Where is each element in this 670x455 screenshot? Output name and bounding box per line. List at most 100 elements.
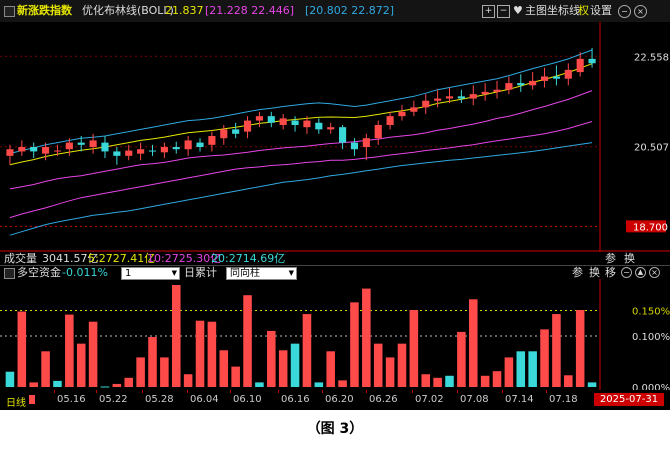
candle-down bbox=[30, 147, 38, 152]
long-short-checkbox[interactable] bbox=[4, 268, 15, 279]
volume-ma20: 20:2714.69亿 bbox=[211, 252, 286, 265]
date-tick-mark bbox=[457, 390, 458, 393]
date-tick-mark bbox=[96, 390, 97, 393]
date-tick-label: 05.28 bbox=[145, 394, 174, 405]
candle-down bbox=[339, 127, 347, 143]
long-short-bar bbox=[41, 351, 50, 387]
panel-minimize-icon[interactable]: − bbox=[618, 5, 631, 18]
main-panel-header: 新涨跌指数 优化布林线(BOLL) 21.837 [21.228 22.446]… bbox=[0, 0, 670, 22]
date-tick-mark bbox=[412, 390, 413, 393]
price-chart[interactable]: 22.558 20.507 18.700 bbox=[0, 22, 670, 252]
candle-up bbox=[160, 147, 168, 153]
boll-lower-line bbox=[9, 121, 593, 219]
candle-down bbox=[148, 150, 157, 152]
long-short-bar bbox=[290, 343, 300, 387]
sub-panel-close-icon[interactable]: × bbox=[649, 267, 660, 278]
candle-up bbox=[243, 120, 252, 132]
long-short-value: -0.011% bbox=[62, 266, 108, 279]
chevron-down-icon: ▼ bbox=[288, 269, 294, 277]
long-short-bar bbox=[171, 285, 181, 387]
long-short-bar bbox=[385, 357, 395, 387]
figure-caption: （图 3） bbox=[306, 421, 364, 437]
long-short-bar bbox=[528, 351, 537, 387]
chevron-down-icon: ▼ bbox=[171, 269, 177, 277]
candle-up bbox=[564, 69, 572, 79]
long-short-bar bbox=[195, 320, 205, 387]
axis-lines-button[interactable]: 坐标线 bbox=[547, 4, 580, 17]
long-short-bar bbox=[124, 377, 134, 387]
candle-down bbox=[101, 142, 109, 152]
zoom-out-icon[interactable]: − bbox=[497, 5, 510, 18]
date-axis: 日线 2025-07-31 05.16 05.22 05.28 06.04 06.10 0… bbox=[0, 390, 670, 410]
zoom-in-icon[interactable]: + bbox=[482, 5, 495, 18]
date-tick-label: 06.20 bbox=[325, 394, 354, 405]
long-short-params-button[interactable]: 参 bbox=[572, 266, 583, 279]
long-short-bar bbox=[433, 377, 442, 387]
favorite-heart-icon[interactable]: ♥ bbox=[513, 4, 523, 17]
candle-up bbox=[137, 149, 145, 154]
long-short-bar bbox=[504, 357, 514, 387]
long-short-bar bbox=[350, 302, 359, 387]
volume-ma5: 5:2727.41亿 bbox=[88, 252, 156, 265]
candle-up bbox=[327, 127, 335, 130]
long-short-header: 多空资金 -0.011% 1 ▼ 日累计 同向柱 ▼ 参 换 移 − ▲ × bbox=[0, 265, 670, 280]
panel-close-icon[interactable]: × bbox=[634, 5, 647, 18]
long-short-bar bbox=[243, 295, 252, 387]
long-short-bar bbox=[397, 343, 407, 387]
long-short-switch-button[interactable]: 换 bbox=[589, 266, 600, 279]
date-tick-label: 07.18 bbox=[549, 394, 578, 405]
settings-button[interactable]: 设置 bbox=[590, 4, 612, 17]
long-short-bar bbox=[421, 374, 431, 387]
candle-down bbox=[517, 83, 525, 86]
direction-select-value: 同向柱 bbox=[230, 268, 260, 279]
sub-panel-up-icon[interactable]: ▲ bbox=[635, 267, 646, 278]
long-short-move-button[interactable]: 移 bbox=[605, 266, 616, 279]
date-tick-mark bbox=[502, 390, 503, 393]
indicator-name[interactable]: 优化布林线(BOLL) bbox=[82, 4, 174, 17]
long-short-bar bbox=[17, 311, 27, 387]
long-short-bar bbox=[267, 330, 276, 387]
candle-up bbox=[576, 58, 584, 73]
candle-up bbox=[220, 129, 228, 139]
long-short-bar bbox=[160, 357, 169, 387]
candle-up bbox=[65, 142, 73, 150]
date-tick-mark bbox=[366, 390, 367, 393]
period-select[interactable]: 1 ▼ bbox=[121, 267, 180, 280]
candle-up bbox=[422, 100, 430, 108]
long-short-bar bbox=[314, 382, 324, 387]
period-label[interactable]: 日线 bbox=[6, 398, 26, 409]
candle-up bbox=[89, 140, 97, 148]
title-checkbox[interactable] bbox=[4, 6, 15, 17]
candle-up bbox=[481, 91, 489, 95]
candle-down bbox=[77, 142, 85, 145]
period-badge bbox=[29, 395, 35, 404]
long-short-bar bbox=[587, 382, 597, 387]
date-tick-label: 06.04 bbox=[190, 394, 219, 405]
long-short-bar bbox=[112, 383, 122, 387]
boll-center-line bbox=[9, 63, 593, 166]
price-tick-label: 22.558 bbox=[634, 52, 669, 63]
candle-up bbox=[255, 116, 263, 121]
date-tick-mark bbox=[54, 390, 55, 393]
long-short-chart[interactable]: 0.150% 0.100% 0.000% bbox=[0, 279, 670, 390]
volume-params-button[interactable]: 参 bbox=[605, 252, 616, 265]
sub-panel-minimize-icon[interactable]: − bbox=[621, 267, 632, 278]
candle-down bbox=[350, 142, 359, 150]
rights-button[interactable]: 权 bbox=[578, 4, 589, 17]
candle-up bbox=[125, 150, 133, 156]
volume-switch-button[interactable]: 换 bbox=[624, 252, 635, 265]
boll-upper-pair: [21.228 22.446] bbox=[205, 4, 295, 17]
candle-down bbox=[552, 76, 560, 79]
long-short-bar bbox=[540, 329, 549, 387]
boll-upper-line bbox=[9, 49, 593, 155]
long-short-bar bbox=[88, 321, 98, 387]
candle-up bbox=[53, 150, 62, 152]
date-tick-mark bbox=[142, 390, 143, 393]
long-short-bar bbox=[468, 299, 478, 387]
period-select-value: 1 bbox=[125, 268, 132, 279]
candle-down bbox=[291, 120, 299, 125]
direction-select[interactable]: 同向柱 ▼ bbox=[226, 267, 297, 280]
date-tick-label: 07.08 bbox=[460, 394, 489, 405]
main-chart-button[interactable]: 主图 bbox=[525, 4, 547, 17]
candle-down bbox=[172, 147, 180, 150]
